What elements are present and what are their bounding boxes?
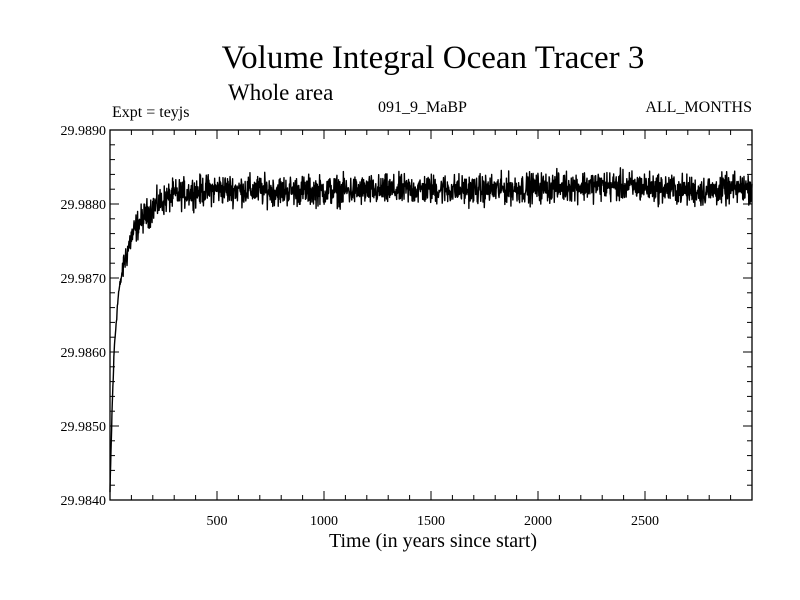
y-tick-label: 29.9850 bbox=[61, 420, 107, 435]
y-tick-label: 29.9840 bbox=[61, 494, 107, 509]
run-label: 091_9_MaBP bbox=[378, 99, 467, 116]
experiment-label: Expt = teyjs bbox=[112, 104, 190, 121]
chart-title: Volume Integral Ocean Tracer 3 bbox=[221, 40, 645, 76]
y-tick-label: 29.9880 bbox=[61, 198, 107, 213]
series-line bbox=[109, 167, 753, 493]
x-tick-label: 1000 bbox=[310, 514, 338, 529]
chart-subtitle: Whole area bbox=[228, 80, 334, 105]
x-tick-label: 1500 bbox=[417, 514, 445, 529]
axis-ticks bbox=[110, 130, 752, 500]
months-label: ALL_MONTHS bbox=[645, 99, 752, 116]
x-tick-label: 2500 bbox=[631, 514, 659, 529]
y-tick-label: 29.9890 bbox=[61, 124, 107, 139]
x-tick-label: 2000 bbox=[524, 514, 552, 529]
x-axis-label: Time (in years since start) bbox=[328, 530, 538, 552]
y-tick-label: 29.9860 bbox=[61, 346, 107, 361]
series-group bbox=[109, 167, 753, 493]
tick-labels: 500 1000 1500 2000 2500 29.9840 29.9850 29.9860… bbox=[61, 124, 660, 529]
y-tick-label: 29.9870 bbox=[61, 272, 107, 287]
x-tick-label: 500 bbox=[207, 514, 228, 529]
